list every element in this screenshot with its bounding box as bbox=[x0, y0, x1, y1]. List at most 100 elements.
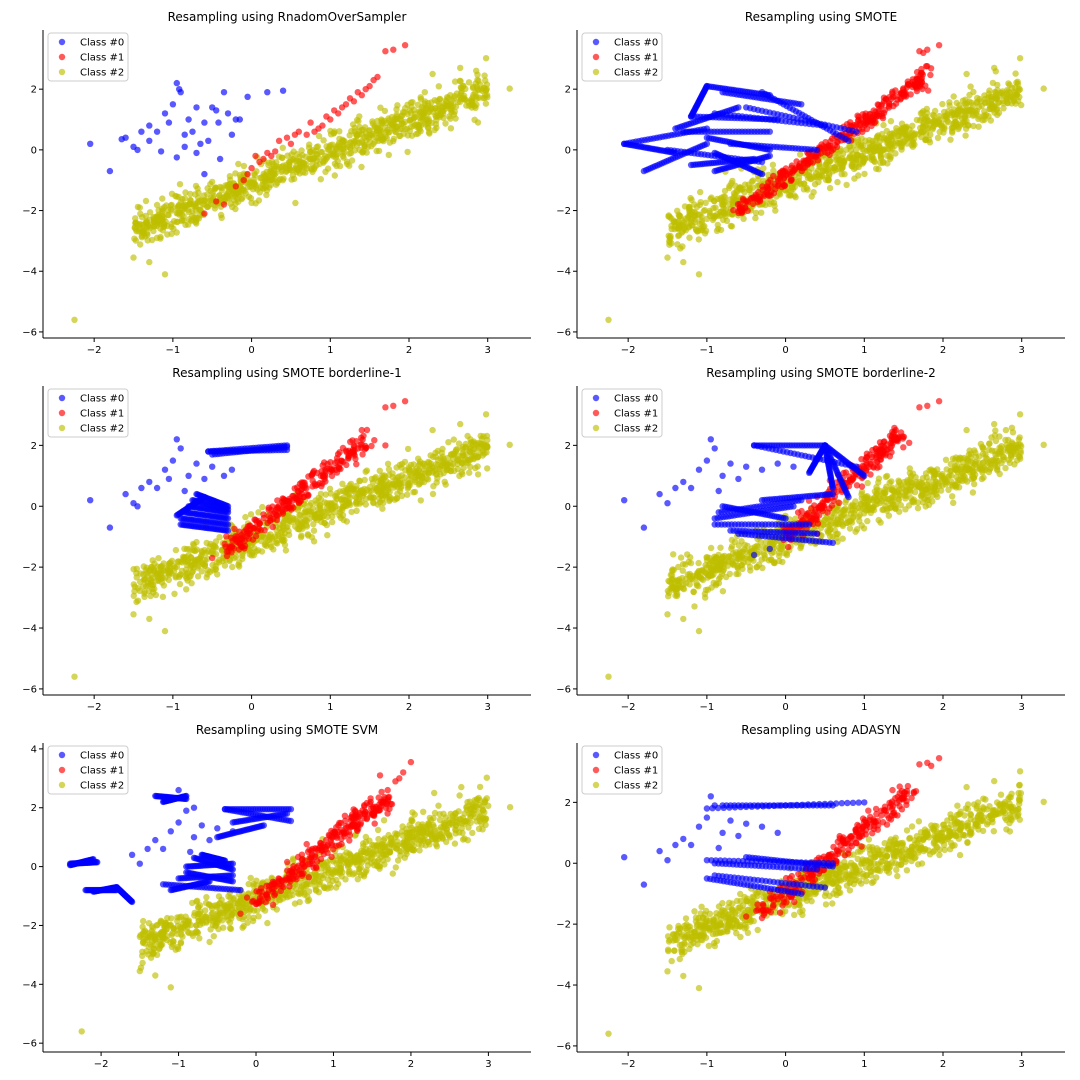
data-point bbox=[686, 234, 693, 241]
data-point bbox=[934, 118, 941, 125]
data-point bbox=[810, 189, 817, 196]
data-point bbox=[1005, 80, 1012, 87]
data-point bbox=[962, 132, 969, 139]
data-point bbox=[861, 170, 868, 178]
x-tick-label: −1 bbox=[699, 345, 714, 356]
data-point bbox=[224, 521, 232, 528]
data-point bbox=[695, 236, 702, 243]
data-point bbox=[605, 316, 612, 323]
data-point bbox=[483, 443, 490, 450]
data-point bbox=[843, 181, 850, 189]
data-point bbox=[697, 188, 704, 196]
data-point bbox=[256, 189, 263, 196]
data-point bbox=[347, 145, 354, 152]
data-point bbox=[153, 484, 161, 492]
data-point bbox=[193, 149, 200, 157]
data-point bbox=[201, 210, 208, 217]
data-point bbox=[325, 146, 333, 153]
y-tick-label: −4 bbox=[22, 267, 37, 278]
data-point bbox=[186, 546, 193, 553]
data-point bbox=[970, 122, 977, 130]
data-point bbox=[298, 532, 305, 539]
data-point bbox=[224, 110, 232, 117]
data-point bbox=[391, 128, 399, 135]
data-point bbox=[236, 171, 244, 179]
data-point bbox=[220, 89, 228, 96]
data-point bbox=[416, 458, 424, 465]
data-point bbox=[421, 89, 428, 96]
data-point bbox=[325, 509, 332, 516]
data-point bbox=[708, 584, 715, 591]
data-point bbox=[779, 558, 786, 566]
data-point bbox=[157, 563, 164, 571]
data-point bbox=[675, 232, 682, 239]
data-point bbox=[394, 102, 401, 109]
subplot-1: Resampling using RnadomOverSampler−2 −1 0 1… bbox=[22, 10, 531, 356]
legend-label: Class #0 bbox=[80, 38, 124, 49]
data-point bbox=[140, 563, 147, 570]
data-point bbox=[813, 146, 821, 154]
subplot-title: Resampling using SMOTE bbox=[745, 10, 897, 24]
x-tick-label: −1 bbox=[165, 702, 180, 713]
y-tick-label: 0 bbox=[565, 145, 571, 156]
data-point bbox=[322, 478, 329, 485]
data-point bbox=[482, 77, 489, 84]
data-point bbox=[735, 104, 742, 111]
data-point bbox=[827, 158, 834, 165]
data-point bbox=[198, 568, 205, 575]
data-point bbox=[804, 160, 812, 167]
data-point bbox=[382, 404, 389, 411]
data-point bbox=[291, 131, 299, 138]
data-point bbox=[447, 92, 454, 99]
data-point bbox=[229, 563, 236, 571]
data-point bbox=[334, 458, 341, 465]
data-point bbox=[966, 106, 973, 113]
data-point bbox=[954, 121, 962, 128]
data-point bbox=[703, 140, 711, 147]
data-point bbox=[813, 169, 820, 177]
data-point bbox=[388, 120, 395, 127]
data-point bbox=[457, 420, 464, 428]
data-point bbox=[1016, 55, 1024, 62]
data-point bbox=[855, 116, 862, 123]
y-tick-label: 0 bbox=[31, 145, 37, 156]
data-point bbox=[398, 460, 406, 468]
legend-label: Class #2 bbox=[614, 68, 658, 79]
data-point bbox=[248, 199, 255, 206]
data-point bbox=[980, 450, 987, 457]
data-point bbox=[473, 95, 481, 102]
data-point bbox=[303, 131, 310, 138]
x-tick-label: 3 bbox=[485, 702, 491, 713]
x-tick-label: 2 bbox=[406, 702, 412, 713]
y-tick-label: −2 bbox=[556, 206, 571, 217]
data-point bbox=[106, 167, 114, 175]
data-point bbox=[890, 102, 897, 110]
data-point bbox=[442, 97, 449, 104]
data-point bbox=[181, 143, 188, 150]
data-point bbox=[716, 212, 723, 220]
data-point bbox=[236, 563, 243, 570]
data-point bbox=[286, 505, 293, 512]
data-point bbox=[720, 204, 727, 212]
data-point bbox=[401, 42, 409, 49]
y-tick-label: −6 bbox=[556, 327, 571, 338]
data-point bbox=[136, 225, 143, 232]
data-point bbox=[882, 95, 890, 103]
data-point bbox=[687, 194, 694, 202]
data-point bbox=[920, 108, 927, 115]
data-point bbox=[807, 175, 815, 183]
x-tick-label: −1 bbox=[165, 345, 180, 356]
data-point bbox=[228, 131, 236, 138]
data-point bbox=[1002, 464, 1009, 472]
data-point bbox=[163, 565, 170, 572]
data-point bbox=[360, 147, 367, 155]
data-point bbox=[455, 440, 463, 447]
data-point bbox=[941, 112, 948, 120]
data-point bbox=[311, 164, 318, 171]
data-point bbox=[985, 94, 992, 101]
data-point bbox=[173, 229, 180, 236]
subplot-title: Resampling using RnadomOverSampler bbox=[168, 10, 407, 24]
data-point bbox=[749, 194, 757, 201]
data-point bbox=[227, 200, 234, 207]
